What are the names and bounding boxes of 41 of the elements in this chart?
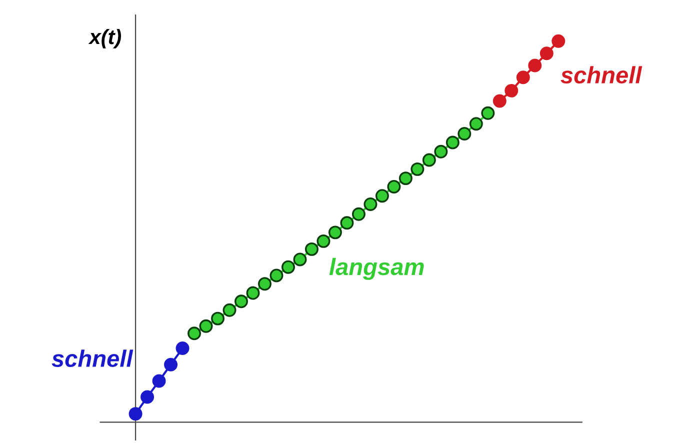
point [375, 189, 389, 203]
point [492, 94, 506, 108]
point [152, 374, 166, 388]
point [282, 260, 295, 274]
point [234, 294, 248, 308]
series-label: langsam [329, 258, 424, 280]
point [304, 242, 318, 256]
point [340, 216, 354, 230]
point [328, 226, 342, 240]
series-label: schnell [52, 350, 134, 367]
point [140, 390, 154, 404]
point [176, 342, 190, 356]
point [222, 303, 236, 317]
point [316, 234, 330, 248]
point [552, 34, 566, 48]
point [364, 198, 378, 211]
point [540, 46, 554, 60]
point [516, 70, 530, 84]
y-axis-title: x(t) [88, 28, 122, 48]
point [398, 172, 412, 186]
point [164, 358, 178, 372]
point [504, 84, 518, 98]
point [258, 277, 272, 291]
point [422, 153, 436, 167]
point [128, 407, 142, 421]
point [188, 326, 202, 340]
point [246, 286, 260, 300]
point [410, 162, 424, 176]
point [481, 106, 495, 120]
point [446, 136, 460, 150]
point [528, 58, 542, 72]
point [352, 207, 366, 221]
point [293, 252, 307, 266]
series-label: schnell [560, 66, 642, 84]
point [434, 144, 448, 158]
point [387, 180, 401, 194]
point [211, 312, 224, 326]
point [469, 117, 483, 131]
point [199, 319, 213, 333]
point [270, 268, 284, 282]
point [458, 127, 472, 140]
